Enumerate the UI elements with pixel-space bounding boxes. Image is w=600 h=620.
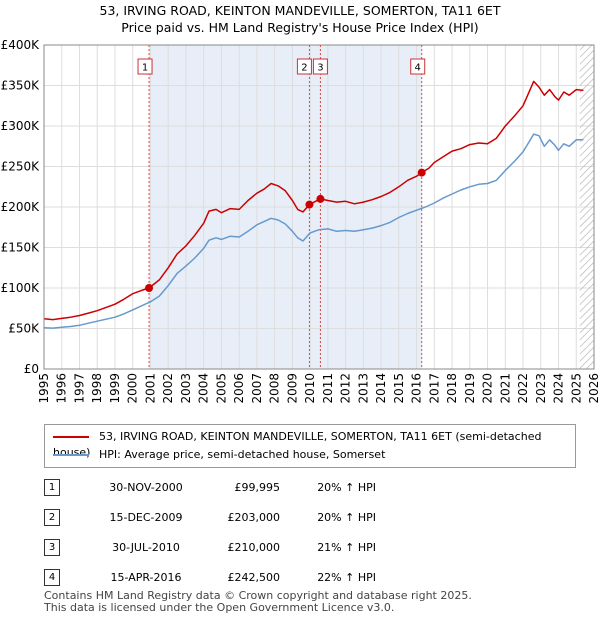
sale-price: £203,000: [227, 510, 281, 524]
y-tick-label: £50K: [8, 322, 40, 336]
x-tick-label: 2020: [481, 373, 495, 404]
x-tick-label: 1996: [55, 373, 69, 404]
x-tick-label: 2024: [552, 373, 566, 404]
legend-swatch-hpi: [53, 454, 89, 456]
plot-frame: [43, 44, 595, 370]
x-tick-label: 2000: [126, 373, 140, 404]
x-tick-label: 1999: [108, 373, 122, 404]
x-tick-label: 2004: [197, 373, 211, 404]
sale-point: [417, 168, 426, 177]
footer-copyright: Contains HM Land Registry data © Crown c…: [44, 589, 472, 602]
sale-hpi-change: 21% ↑ HPI: [317, 540, 376, 554]
sale-date: 15-DEC-2009: [109, 510, 183, 524]
sale-price: £99,995: [234, 480, 281, 494]
sale-number-label: 3: [317, 63, 323, 74]
x-tick-label: 2013: [356, 373, 370, 404]
x-tick-label: 2025: [569, 373, 583, 404]
y-tick-label: £0: [24, 362, 39, 376]
sale-point: [316, 194, 325, 203]
x-tick-label: 2019: [463, 373, 477, 404]
sale-price: £242,500: [227, 570, 281, 584]
x-tick-label: 2026: [587, 373, 600, 404]
sale-number-badge: 2: [44, 508, 60, 526]
legend-label-hpi: HPI: Average price, semi-detached house,…: [99, 448, 386, 461]
sale-number-label: 4: [415, 63, 421, 74]
x-tick-label: 2012: [339, 373, 353, 404]
y-tick-label: £150K: [1, 241, 41, 255]
x-tick-label: 1995: [37, 373, 51, 404]
footer-licence: This data is licensed under the Open Gov…: [44, 601, 395, 614]
sale-number-box: 1: [137, 58, 153, 75]
sale-number-box: 3: [312, 58, 328, 75]
sale-number-box-frame: [312, 58, 328, 75]
sale-date: 30-JUL-2010: [112, 540, 180, 554]
y-tick-label: £200K: [1, 200, 41, 214]
sale-number-box: 2: [296, 58, 312, 75]
x-tick-label: 2011: [321, 373, 335, 404]
sale-row: 2 15-DEC-2009 £203,000 20% ↑ HPI: [44, 502, 376, 532]
footer: Contains HM Land Registry data © Crown c…: [44, 590, 472, 614]
y-tick-label: £300K: [1, 119, 41, 133]
sale-point: [145, 284, 154, 293]
x-tick-label: 2022: [516, 373, 530, 404]
forecast-hatched-region: [579, 45, 594, 369]
legend-swatch-price: [53, 436, 89, 438]
chart-legend: 53, IRVING ROAD, KEINTON MANDEVILLE, SOM…: [44, 424, 576, 468]
sale-row: 4 15-APR-2016 £242,500 22% ↑ HPI: [44, 562, 376, 592]
sale-number-badge: 3: [44, 538, 60, 556]
x-tick-label: 2023: [534, 373, 548, 404]
y-tick-label: £400K: [1, 38, 41, 52]
sales-table: 1 30-NOV-2000 £99,995 20% ↑ HPI 2 15-DEC-2009…: [44, 472, 376, 592]
x-tick-label: 2007: [250, 373, 264, 404]
sale-hpi-change: 20% ↑ HPI: [317, 510, 376, 524]
y-tick-label: £250K: [1, 160, 41, 174]
x-tick-label: 2008: [268, 373, 282, 404]
y-tick-label: £100K: [1, 281, 41, 295]
sale-number-label: 1: [142, 63, 148, 74]
y-tick-label: £350K: [1, 79, 41, 93]
sale-number-badge: 4: [44, 568, 60, 586]
sale-point: [305, 200, 314, 209]
chart-title-address: 53, IRVING ROAD, KEINTON MANDEVILLE, SOM…: [99, 3, 501, 18]
x-tick-label: 2001: [143, 373, 157, 404]
sale-number-box-frame: [296, 58, 312, 75]
chart-subtitle: Price paid vs. HM Land Registry's House …: [121, 20, 479, 35]
sale-date: 30-NOV-2000: [109, 480, 183, 494]
sale-hpi-change: 20% ↑ HPI: [317, 480, 376, 494]
sale-row: 1 30-NOV-2000 £99,995 20% ↑ HPI: [44, 472, 376, 502]
sale-hpi-change: 22% ↑ HPI: [317, 570, 376, 584]
sale-date: 15-APR-2016: [110, 570, 182, 584]
x-tick-label: 1997: [72, 373, 86, 404]
sale-number-box-frame: [410, 58, 426, 75]
sale-number-box-frame: [137, 58, 153, 75]
x-tick-label: 1998: [90, 373, 104, 404]
sale-number-label: 2: [301, 63, 307, 74]
x-tick-label: 2018: [445, 373, 459, 404]
x-tick-label: 2017: [427, 373, 441, 404]
hpi-series-line: [43, 133, 584, 329]
legend-item-hpi: HPI: Average price, semi-detached house,…: [53, 447, 385, 463]
x-tick-label: 2015: [392, 373, 406, 404]
sale-row: 3 30-JUL-2010 £210,000 21% ↑ HPI: [44, 532, 376, 562]
x-tick-label: 2002: [161, 373, 175, 404]
x-tick-label: 2009: [285, 373, 299, 404]
x-tick-label: 2021: [498, 373, 512, 404]
sale-number-box: 4: [410, 58, 426, 75]
sale-price: £210,000: [227, 540, 281, 554]
x-tick-label: 2010: [303, 373, 317, 404]
x-tick-label: 2014: [374, 373, 388, 404]
x-tick-label: 2016: [410, 373, 424, 404]
x-tick-label: 2006: [232, 373, 246, 404]
x-tick-label: 2005: [214, 373, 228, 404]
legend-item-price: 53, IRVING ROAD, KEINTON MANDEVILLE, SOM…: [53, 429, 575, 459]
sale-number-badge: 1: [44, 478, 60, 496]
x-tick-label: 2003: [179, 373, 193, 404]
